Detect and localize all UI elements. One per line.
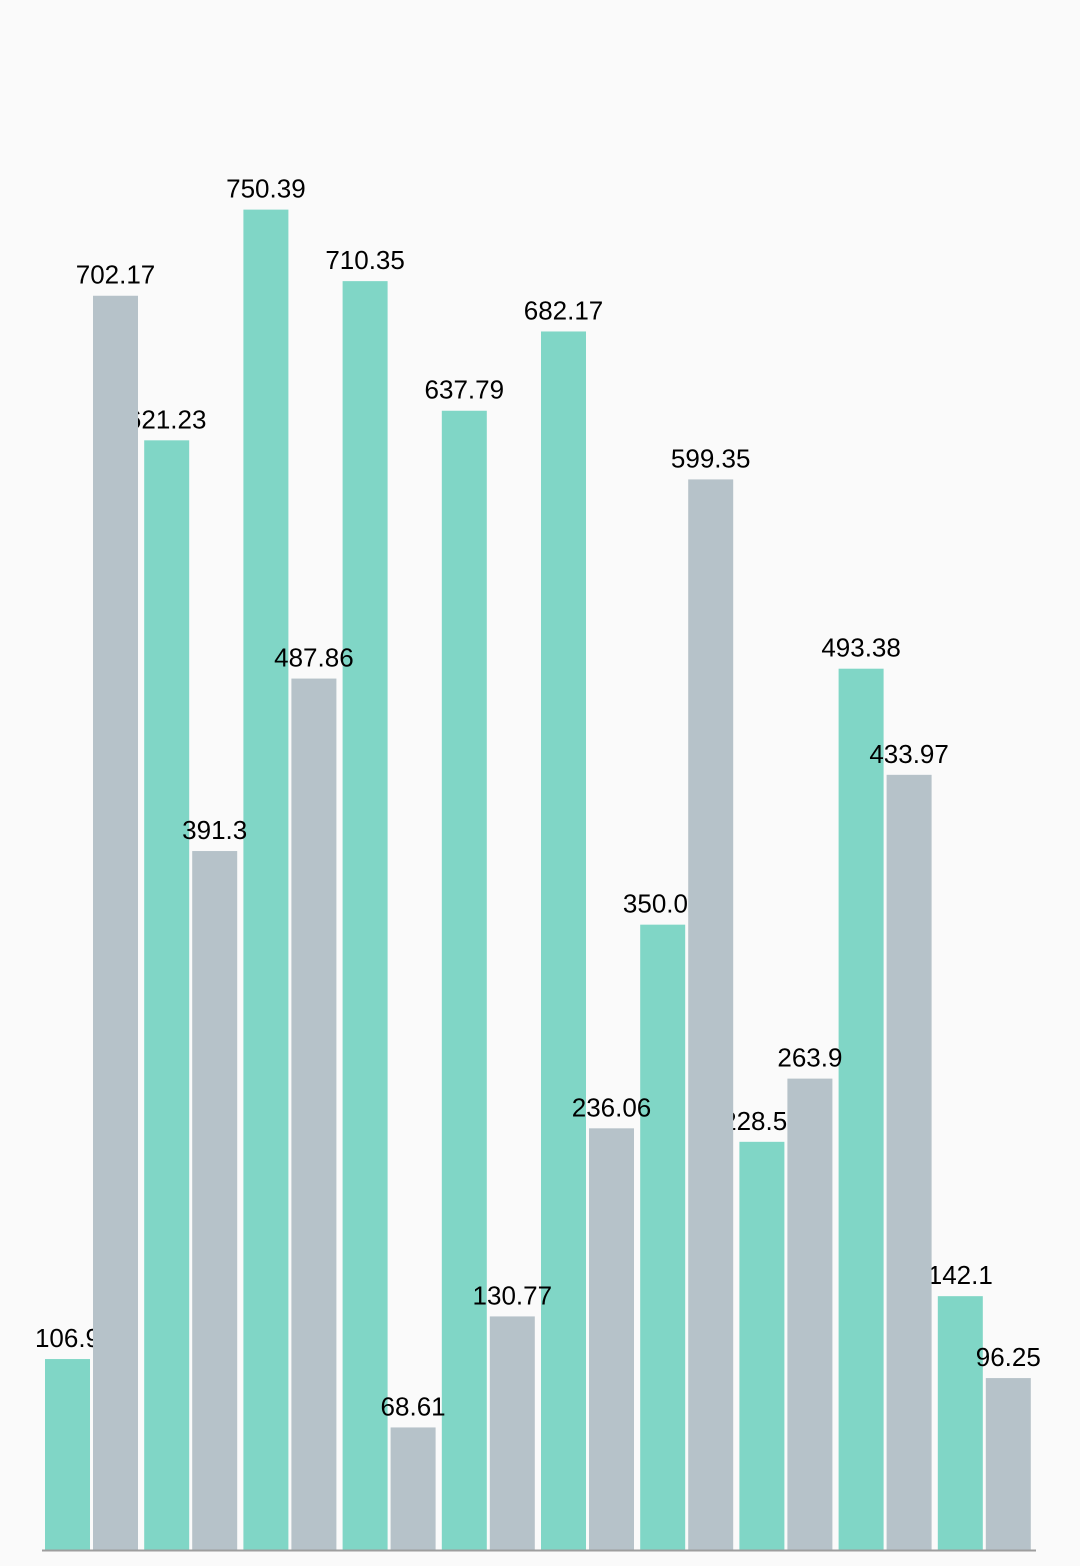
bar (937, 1296, 983, 1550)
value-label: 710.35 (325, 245, 405, 275)
bar (886, 774, 932, 1550)
value-label: 487.86 (274, 643, 354, 673)
value-label: 142.1 (928, 1260, 993, 1290)
value-label: 682.17 (524, 295, 604, 325)
bar (390, 1427, 436, 1550)
bar (688, 479, 734, 1550)
bar (243, 209, 289, 1551)
value-label: 637.79 (425, 375, 505, 405)
value-label: 750.39 (226, 174, 306, 204)
bar (144, 440, 190, 1551)
value-label: 493.38 (821, 633, 901, 663)
bar (291, 678, 337, 1550)
value-label: 599.35 (671, 443, 751, 473)
bar (45, 1359, 90, 1550)
bar (441, 410, 487, 1551)
value-label: 621.23 (127, 404, 207, 434)
bar (589, 1128, 634, 1550)
bar (985, 1378, 1031, 1550)
bar (541, 331, 586, 1550)
value-label: 106.9 (35, 1323, 100, 1353)
bar (787, 1078, 833, 1550)
value-label: 391.3 (182, 815, 247, 845)
bar (489, 1316, 535, 1550)
bar (93, 295, 138, 1551)
bar (342, 281, 388, 1550)
value-label: 130.77 (473, 1280, 553, 1310)
value-label: 702.17 (76, 260, 156, 290)
bar (640, 924, 686, 1550)
bar (192, 851, 238, 1550)
value-label: 433.97 (869, 739, 949, 769)
bar (838, 668, 884, 1550)
value-label: 236.06 (572, 1092, 652, 1122)
bar (739, 1141, 785, 1550)
value-label: 68.61 (381, 1391, 446, 1421)
value-label: 96.25 (976, 1342, 1041, 1372)
value-label: 263.9 (777, 1043, 842, 1073)
